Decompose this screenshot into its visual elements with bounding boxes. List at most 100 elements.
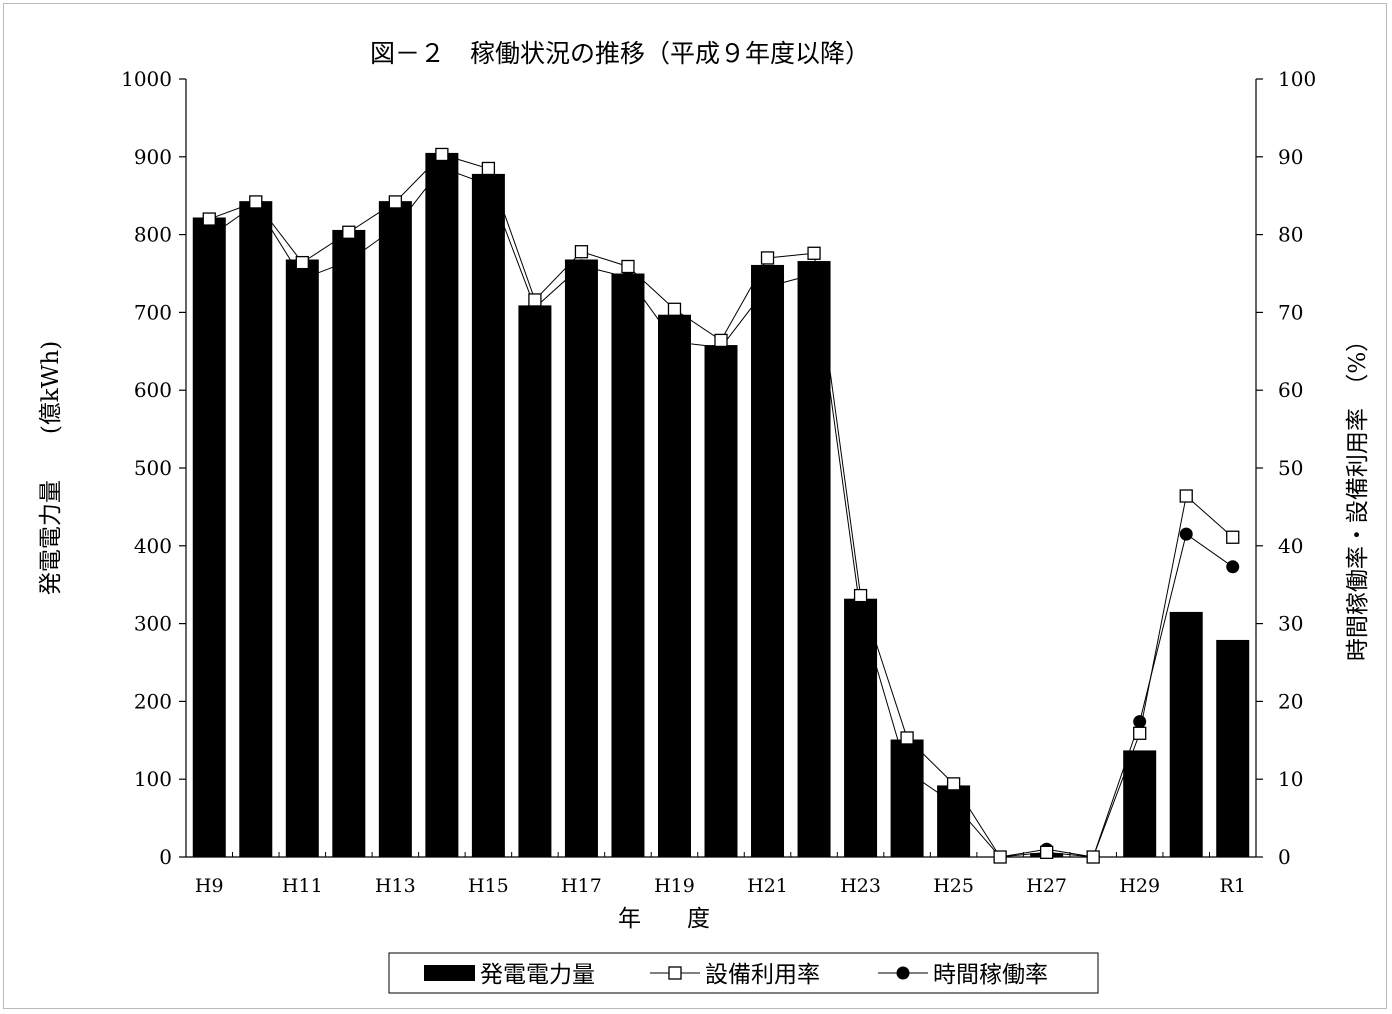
bar [890, 739, 924, 857]
left-y-tick-label: 400 [134, 534, 172, 558]
utilization-rate-point [621, 259, 635, 274]
right-y-ticks: 0 10 20 30 40 50 60 70 80 90 100 [1256, 67, 1316, 869]
left-y-tick-label: 1000 [121, 67, 172, 91]
operating-rate-point [854, 606, 868, 620]
right-y-tick-label: 50 [1278, 456, 1303, 480]
legend-label-operating: 時間稼働率 [933, 962, 1048, 988]
operating-rate-point [621, 270, 635, 284]
bar [239, 201, 273, 857]
operating-rate-point [1226, 560, 1240, 574]
operating-rate-point [900, 764, 914, 778]
legend-circle-marker [896, 966, 910, 980]
left-y-tick-label: 200 [134, 689, 172, 713]
x-tick-label: H9 [195, 875, 224, 897]
x-tick-label: R1 [1220, 875, 1246, 897]
bar [751, 264, 785, 857]
utilization-rate-point [760, 251, 775, 265]
bar [564, 259, 598, 858]
utilization-rate-point [528, 293, 542, 307]
operating-rate-point [435, 161, 449, 175]
utilization-rate-point [807, 246, 821, 260]
bar [285, 259, 319, 858]
x-tick-label: H21 [747, 875, 788, 897]
bar [611, 273, 645, 857]
operating-rate-point [388, 221, 402, 235]
left-y-tick-label: 600 [134, 378, 172, 402]
legend-square-marker [668, 966, 682, 980]
left-y-tick-label: 800 [134, 223, 172, 247]
left-y-tick-label: 900 [134, 145, 172, 169]
utilization-rate-point [1040, 845, 1054, 859]
bar [1123, 750, 1157, 857]
legend-box [388, 952, 1099, 994]
right-y-axis-label: 時間稼働率・設備利用率 （%） [1345, 329, 1371, 661]
right-y-tick-label: 70 [1278, 300, 1303, 324]
bar [518, 305, 552, 857]
utilization-rate-point [667, 302, 682, 316]
operating-rate-point [1179, 527, 1193, 541]
bar [332, 229, 366, 857]
bar [844, 598, 878, 857]
operating-rate-point [947, 796, 961, 810]
utilization-rate-point [853, 588, 868, 603]
bar-series [192, 152, 1250, 858]
utilization-rate-point [1179, 489, 1193, 503]
right-y-tick-label: 80 [1278, 223, 1303, 247]
legend-label-utilization: 設備利用率 [705, 962, 820, 988]
x-tick-label: H19 [654, 875, 695, 897]
x-axis-label: 年 度 [618, 906, 710, 932]
right-y-tick-label: 90 [1278, 145, 1303, 169]
left-y-ticks: 0 100 200 300 400 500 600 700 800 900 1000 [121, 67, 186, 869]
right-y-tick-label: 60 [1278, 378, 1303, 402]
x-tick-label: H11 [282, 875, 323, 897]
bar [1216, 639, 1250, 857]
x-tick-label: H25 [933, 875, 974, 897]
operating-rate-point [667, 335, 681, 349]
left-y-tick-label: 0 [159, 845, 172, 869]
utilization-rate-point [481, 161, 496, 176]
utilization-rate-point [714, 333, 728, 348]
bar [657, 314, 691, 857]
utilization-rate-point [993, 850, 1007, 864]
utilization-rate-point [1133, 726, 1147, 740]
x-tick-label: H29 [1119, 875, 1160, 897]
x-tick-label: H23 [840, 875, 881, 897]
x-tick-label: H27 [1026, 875, 1067, 897]
left-y-tick-label: 300 [134, 612, 172, 636]
bar [471, 173, 505, 857]
right-y-tick-label: 40 [1278, 534, 1303, 558]
left-y-axis-label: 発電電力量 (億kWh) [38, 341, 64, 595]
left-y-tick-label: 700 [134, 300, 172, 324]
utilization-rate-point [574, 245, 589, 259]
utilization-rate-point [946, 777, 961, 791]
bar [378, 201, 412, 857]
operating-rate-point [574, 259, 588, 273]
utilization-rate-point [202, 212, 216, 226]
legend-label-bar: 発電電力量 [480, 962, 595, 988]
bar [1169, 611, 1203, 857]
utilization-rate-point [1226, 530, 1240, 544]
operating-rate-point [202, 230, 216, 244]
utilization-rate-point [342, 225, 356, 239]
bar [192, 217, 226, 857]
legend-bar-swatch [424, 965, 475, 981]
left-y-tick-label: 100 [134, 767, 172, 791]
utilization-rate-point [435, 147, 449, 162]
operating-rate-point [481, 178, 495, 192]
right-y-tick-label: 10 [1278, 767, 1303, 791]
x-tick-label: H13 [375, 875, 416, 897]
right-y-tick-label: 0 [1278, 845, 1291, 869]
legend: 発電電力量 設備利用率 時間稼働率 [388, 952, 1099, 994]
operating-rate-point [295, 272, 309, 286]
utilization-rate-point [295, 255, 309, 270]
x-tick-label: H15 [468, 875, 509, 897]
x-tick-label: H17 [561, 875, 602, 897]
left-y-tick-label: 500 [134, 456, 172, 480]
bar [425, 152, 459, 857]
line-series [202, 147, 1240, 864]
bar [704, 345, 738, 857]
utilization-rate-point [1086, 850, 1100, 864]
bar [937, 785, 971, 857]
right-y-tick-label: 100 [1278, 67, 1316, 91]
